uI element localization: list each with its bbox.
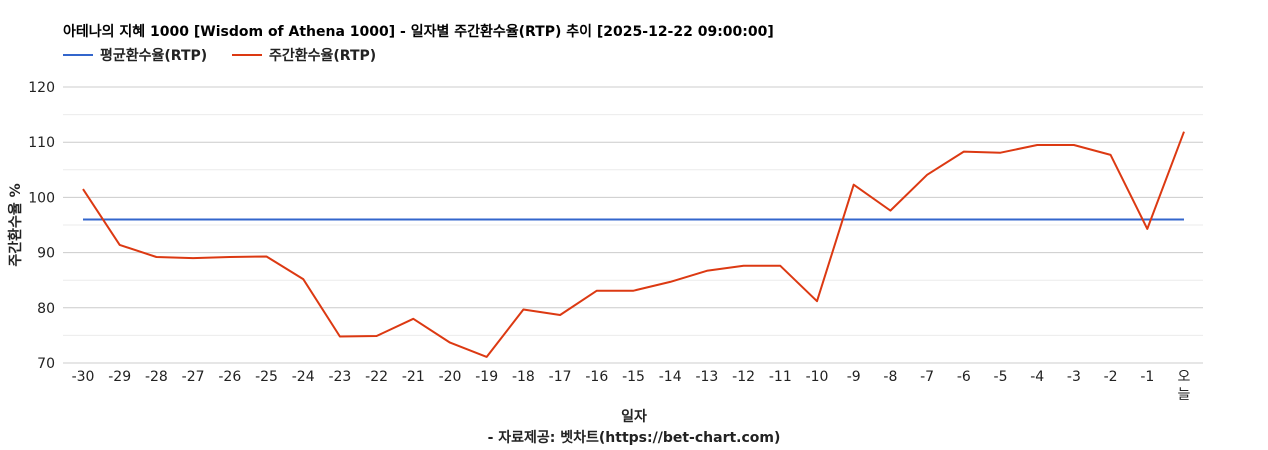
x-tick-label: -30 (72, 369, 95, 385)
x-tick-label: -5 (994, 369, 1008, 385)
x-tick-label: -27 (182, 369, 205, 385)
x-tick-label: -19 (475, 369, 498, 385)
y-tick-label: 100 (28, 190, 55, 206)
x-tick-label: -29 (108, 369, 131, 385)
y-tick-label: 120 (28, 80, 55, 96)
x-tick-label: -18 (512, 369, 535, 385)
x-tick-label: -10 (806, 369, 829, 385)
x-tick-label: -3 (1067, 369, 1081, 385)
gridlines (63, 86, 1203, 364)
legend-label-weekly: 주간환수율(RTP) (269, 47, 376, 64)
y-axis-title: 주간환수율 % (7, 183, 24, 266)
x-tick-label: -20 (439, 369, 462, 385)
x-tick-label: -15 (622, 369, 645, 385)
x-tick-label: -7 (920, 369, 934, 385)
x-tick-label: -6 (957, 369, 971, 385)
legend: 평균환수율(RTP) 주간환수율(RTP) (63, 47, 376, 64)
x-tick-label: -24 (292, 369, 315, 385)
x-tick-label: -4 (1030, 369, 1044, 385)
x-tick-label: -12 (732, 369, 755, 385)
x-axis-title: 일자 (621, 409, 647, 425)
x-tick-label: -8 (883, 369, 897, 385)
series-lines (82, 131, 1185, 358)
y-tick-label: 80 (37, 301, 55, 317)
x-tick-label: -23 (328, 369, 351, 385)
x-tick-label: -28 (145, 369, 168, 385)
source-note: - 자료제공: 벳차트(https://bet-chart.com) (488, 429, 781, 446)
x-tick-label: -26 (218, 369, 241, 385)
series-line-weekly (82, 131, 1185, 358)
y-tick-label: 110 (28, 135, 55, 151)
y-axis-ticks: 70 80 90 100 110 120 (28, 80, 55, 372)
chart-title: 아테나의 지혜 1000 [Wisdom of Athena 1000] - 일… (63, 23, 774, 40)
x-tick-label: -9 (847, 369, 861, 385)
x-tick-label: -17 (549, 369, 572, 385)
y-tick-label: 70 (37, 356, 55, 372)
x-tick-label: -13 (695, 369, 718, 385)
x-tick-label: -22 (365, 369, 388, 385)
legend-label-average: 평균환수율(RTP) (100, 47, 207, 64)
x-tick-label: -11 (769, 369, 792, 385)
x-tick-label: -25 (255, 369, 278, 385)
y-tick-label: 90 (37, 246, 55, 262)
x-tick-label: -21 (402, 369, 425, 385)
x-tick-label: -16 (585, 369, 608, 385)
x-tick-label: -14 (659, 369, 682, 385)
x-axis-ticks: -30 -29 -28 -27 -26 -25 -24 -23 -22 -21 -20 -19 -18-… (72, 369, 1191, 403)
x-tick-label: -2 (1104, 369, 1118, 385)
x-tick-label: -1 (1140, 369, 1154, 385)
